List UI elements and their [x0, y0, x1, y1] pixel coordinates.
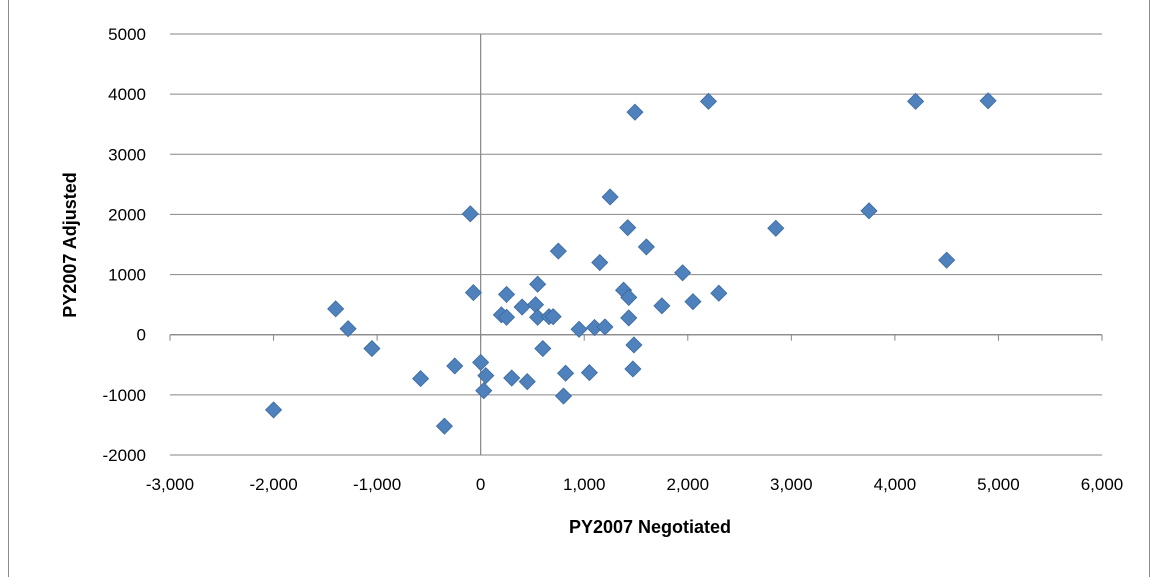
y-tick-label: -2000 — [103, 446, 146, 465]
data-point — [979, 92, 997, 110]
data-point — [526, 296, 545, 314]
data-point — [461, 205, 479, 223]
data-point — [591, 253, 609, 272]
data-point — [907, 92, 925, 110]
data-point — [497, 308, 516, 326]
x-tick-label: 0 — [476, 475, 485, 494]
data-point — [472, 353, 490, 371]
data-point — [767, 219, 785, 237]
data-point — [620, 309, 638, 327]
data-point — [475, 382, 493, 400]
x-tick-label: 1,000 — [563, 475, 606, 494]
data-point — [626, 103, 644, 121]
x-tick-label: -1,000 — [353, 475, 401, 494]
data-point — [477, 367, 495, 385]
data-point — [637, 238, 655, 256]
data-point — [557, 364, 575, 382]
x-tick-label: -3,000 — [146, 475, 194, 494]
x-axis-title: PY2007 Negotiated — [569, 517, 731, 537]
x-tick-labels: -3,000 -2,000 -1,000 0 1,000 2,000 3,000 4,000 5… — [146, 475, 1123, 494]
x-tick-label: 2,000 — [667, 475, 710, 494]
y-tick-labels: -2000 -1000 0 1000 2000 3000 4000 5000 — [103, 25, 146, 465]
axes — [169, 34, 1103, 455]
x-tick-label: 6,000 — [1081, 475, 1124, 494]
data-point — [596, 318, 614, 336]
x-tick-label: 4,000 — [874, 475, 917, 494]
data-point — [412, 370, 430, 388]
data-point — [625, 336, 643, 354]
x-tick-label: 3,000 — [770, 475, 813, 494]
y-tick-label: 0 — [137, 326, 146, 345]
data-point — [544, 308, 562, 326]
data-point — [674, 264, 692, 282]
y-tick-label: 2000 — [108, 205, 146, 224]
data-point — [529, 275, 547, 293]
y-tick-label: 5000 — [108, 25, 146, 44]
data-point — [446, 357, 464, 375]
y-tick-label: 3000 — [108, 145, 146, 164]
data-point — [570, 320, 588, 338]
y-axis-title: PY2007 Adjusted — [60, 172, 80, 317]
data-point — [518, 373, 536, 391]
data-point — [497, 285, 516, 303]
data-point — [860, 202, 878, 220]
data-point — [339, 320, 357, 338]
y-tick-label: -1000 — [103, 386, 146, 405]
x-tick-label: 5,000 — [977, 475, 1020, 494]
data-point — [549, 242, 567, 260]
data-point — [363, 339, 381, 358]
data-point — [699, 92, 718, 110]
data-point — [464, 284, 482, 302]
data-point — [710, 284, 728, 302]
data-point — [653, 297, 671, 315]
data-point — [624, 360, 642, 378]
data-point — [264, 401, 283, 419]
data-point — [580, 364, 598, 382]
y-tick-label: 4000 — [108, 85, 146, 104]
data-point — [601, 188, 619, 206]
data-point — [684, 293, 702, 311]
data-point — [620, 288, 638, 306]
data-point — [513, 298, 531, 316]
gridlines — [170, 33, 1102, 456]
data-point — [503, 369, 521, 387]
data-point — [938, 251, 956, 269]
data-point — [619, 219, 637, 237]
data-point — [534, 339, 552, 358]
data-point — [435, 417, 453, 435]
x-tick-label: -2,000 — [249, 475, 297, 494]
data-points — [264, 92, 997, 435]
y-tick-label: 1000 — [108, 266, 146, 285]
data-point — [554, 387, 573, 405]
chart-frame: -2000 -1000 0 1000 2000 3000 4000 5000 -3,000 -2… — [8, 0, 1150, 577]
data-point — [327, 300, 345, 318]
